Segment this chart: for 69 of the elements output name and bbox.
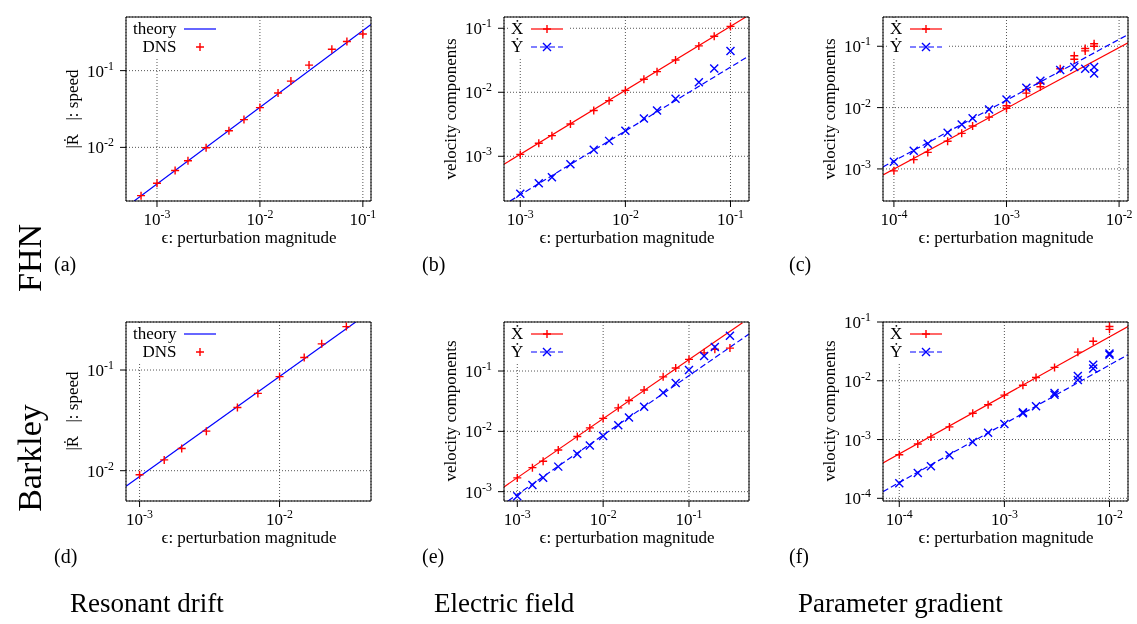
y-tick-label: 10$^{-2}$ — [87, 135, 115, 158]
y-tick-label: 10$^{-2}$ — [87, 458, 115, 481]
y-axis-title: velocity components — [819, 37, 839, 180]
x-tick-label: 10$^{-3}$ — [993, 207, 1020, 229]
x-axis-title: ϵ: perturbation magnitude — [917, 228, 1095, 247]
legend-label: Ẋ — [890, 19, 903, 38]
legend-label: Ẋ — [890, 324, 903, 343]
legend-label: Ẏ — [890, 342, 903, 361]
y-tick-label: 10$^{-3}$ — [844, 427, 872, 450]
x-axis-title: ϵ: perturbation magnitude — [160, 228, 338, 247]
y-axis-title: velocity components — [440, 340, 460, 482]
x-tick-label: 10$^{-2}$ — [1096, 507, 1123, 529]
y-tick-label: 10$^{-1}$ — [465, 359, 493, 382]
legend-label: Ẏ — [511, 342, 524, 361]
y-tick-label: 10$^{-3}$ — [465, 479, 493, 502]
y-tick-label: 10$^{-1}$ — [844, 310, 872, 332]
text: (c) — [789, 253, 812, 275]
y-tick-label: 10$^{-2}$ — [844, 95, 872, 118]
y-axis-title: velocity components — [819, 340, 839, 482]
x-tick-label: 10$^{-1}$ — [717, 207, 744, 229]
y-tick-label: 10$^{-1}$ — [87, 358, 115, 381]
y-tick-label: 10$^{-4}$ — [844, 486, 872, 509]
x-tick-label: 10$^{-3}$ — [143, 207, 171, 229]
x-tick-label: 10$^{-3}$ — [126, 507, 154, 529]
x-tick-label: 10$^{-3}$ — [506, 207, 534, 229]
x-tick-label: 10$^{-2}$ — [246, 207, 274, 229]
legend-label: Ẏ — [511, 37, 524, 56]
y-axis-title: velocity components — [440, 37, 460, 180]
x-tick-label: 10$^{-1}$ — [675, 507, 703, 529]
x-tick-label: 10$^{-2}$ — [266, 507, 294, 529]
x-tick-label: 10$^{-3}$ — [503, 507, 531, 529]
text: (a) — [54, 253, 77, 275]
x-tick-label: 10$^{-2}$ — [589, 507, 617, 529]
text: (b) — [422, 253, 446, 275]
legend-label: Ẋ — [511, 19, 524, 38]
x-tick-label: 10$^{-4}$ — [880, 207, 908, 229]
x-tick-label: 10$^{-3}$ — [990, 507, 1018, 529]
legend-label: theory — [133, 324, 177, 343]
x-tick-label: 10$^{-2}$ — [611, 207, 639, 229]
y-tick-label: 10$^{-2}$ — [465, 80, 493, 103]
text: Parameter gradient — [798, 588, 1003, 618]
legend-label: Ẋ — [511, 324, 524, 343]
x-axis-title: ϵ: perturbation magnitude — [538, 528, 716, 547]
y-tick-label: 10$^{-2}$ — [465, 419, 493, 442]
y-tick-label: 10$^{-1}$ — [844, 34, 872, 57]
x-tick-label: 10$^{-4}$ — [885, 507, 913, 529]
x-tick-label: 10$^{-2}$ — [1105, 207, 1133, 229]
x-tick-label: 10$^{-1}$ — [349, 207, 377, 229]
y-axis-title: |Ṙ⃗|: speed — [62, 371, 82, 451]
text: FHN — [11, 223, 48, 293]
y-tick-label: 10$^{-1}$ — [87, 58, 115, 81]
legend-label: Ẏ — [890, 37, 903, 56]
text: (f) — [789, 545, 809, 567]
x-axis-title: ϵ: perturbation magnitude — [160, 528, 338, 547]
x-axis-title: ϵ: perturbation magnitude — [538, 228, 716, 247]
text: Electric field — [434, 588, 575, 618]
y-tick-label: 10$^{-1}$ — [465, 16, 493, 39]
legend-label: DNS — [142, 37, 177, 56]
y-axis-title: |Ṙ⃗|: speed — [62, 68, 82, 149]
text: (d) — [54, 545, 78, 567]
text: (e) — [422, 545, 445, 567]
x-axis-title: ϵ: perturbation magnitude — [917, 528, 1095, 547]
y-tick-label: 10$^{-2}$ — [844, 368, 872, 391]
text: Resonant drift — [70, 588, 224, 618]
text: Barkley — [11, 404, 48, 512]
y-tick-label: 10$^{-3}$ — [465, 144, 493, 167]
y-tick-label: 10$^{-3}$ — [844, 156, 872, 179]
legend-label: DNS — [142, 342, 177, 361]
legend-label: theory — [133, 19, 177, 38]
